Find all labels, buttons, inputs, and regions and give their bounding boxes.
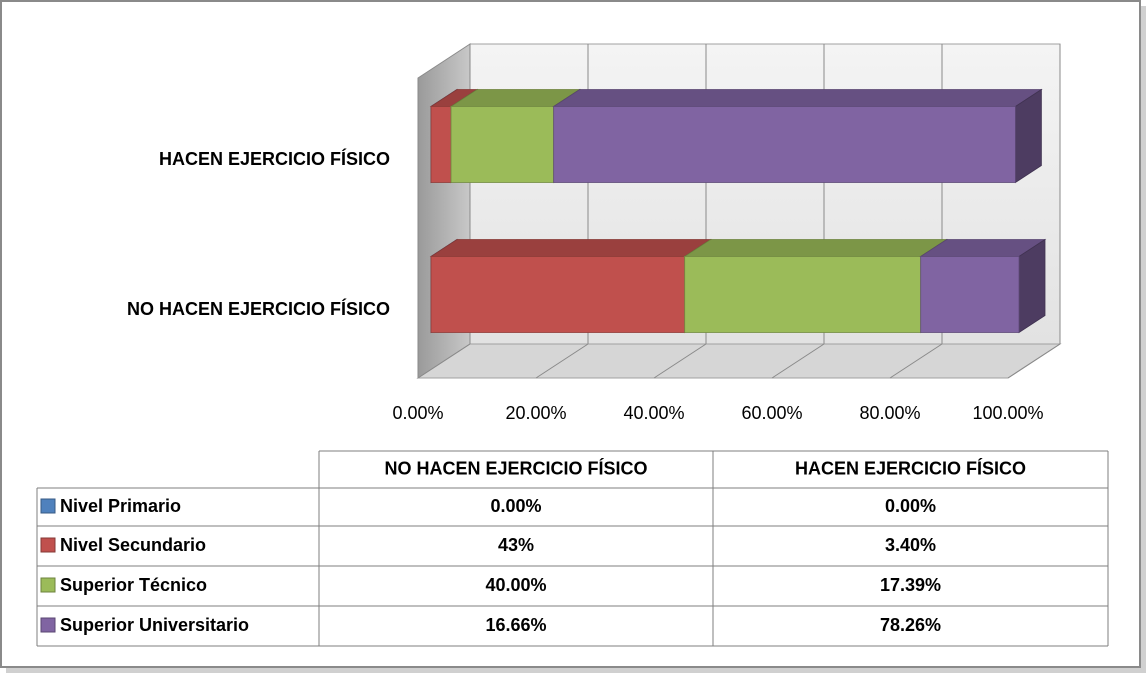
x-tick-label: 40.00% [623, 403, 684, 423]
frame-shadow [1141, 6, 1146, 670]
table-cell: 17.39% [880, 575, 941, 595]
floor-grid-line [653, 343, 707, 379]
bar-top [429, 239, 713, 257]
bar-front [553, 106, 1016, 183]
table-cell: 0.00% [885, 496, 936, 516]
legend-label: Superior Técnico [60, 575, 207, 595]
x-tick-label: 80.00% [859, 403, 920, 423]
legend-label: Nivel Secundario [60, 535, 206, 555]
bar-front [430, 256, 686, 333]
bar-top [552, 89, 1043, 107]
floor-grid-line [1007, 343, 1061, 379]
floor-grid-line [417, 343, 471, 379]
floor-grid-line [771, 343, 825, 379]
table-header: HACEN EJERCICIO FÍSICO [795, 457, 1026, 478]
table-header: NO HACEN EJERCICIO FÍSICO [384, 457, 647, 478]
table-cell: 78.26% [880, 615, 941, 635]
bar [429, 238, 713, 334]
legend-label: Superior Universitario [60, 615, 249, 635]
floor-grid-line [889, 343, 943, 379]
table-cell: 0.00% [490, 496, 541, 516]
table-cell: 40.00% [485, 575, 546, 595]
legend-swatch [40, 577, 56, 593]
legend-label: Nivel Primario [60, 496, 181, 516]
table-cell: 43% [498, 535, 534, 555]
bar-front [684, 256, 922, 333]
frame-shadow [6, 668, 1146, 673]
table-cell: 3.40% [885, 535, 936, 555]
bar [919, 238, 1047, 334]
legend-swatch [40, 537, 56, 553]
bar-front [450, 106, 555, 183]
x-tick-label: 100.00% [972, 403, 1043, 423]
floor [416, 343, 1062, 379]
x-tick-label: 0.00% [392, 403, 443, 423]
category-label: NO HACEN EJERCICIO FÍSICO [127, 298, 390, 319]
bar [683, 238, 949, 334]
bar [552, 88, 1043, 184]
x-tick-label: 20.00% [505, 403, 566, 423]
legend-swatch [40, 498, 56, 514]
category-label: HACEN EJERCICIO FÍSICO [159, 148, 390, 169]
legend-swatch [40, 617, 56, 633]
table-cell: 16.66% [485, 615, 546, 635]
bar-top [683, 239, 949, 257]
bar-front [920, 256, 1020, 333]
bar-front [430, 106, 452, 183]
x-tick-label: 60.00% [741, 403, 802, 423]
floor-grid-line [535, 343, 589, 379]
